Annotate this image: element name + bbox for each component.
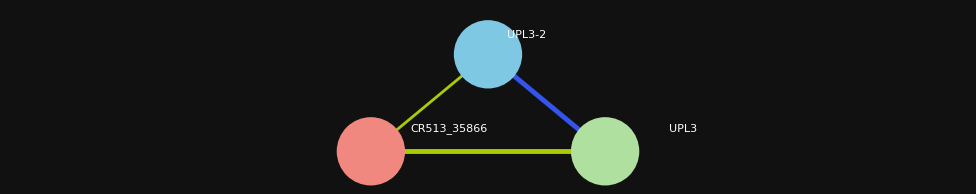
Text: CR513_35866: CR513_35866 — [410, 123, 488, 134]
Ellipse shape — [571, 117, 639, 185]
Ellipse shape — [337, 117, 405, 185]
Text: UPL3: UPL3 — [670, 124, 697, 134]
Ellipse shape — [454, 20, 522, 88]
Text: UPL3-2: UPL3-2 — [508, 30, 547, 40]
